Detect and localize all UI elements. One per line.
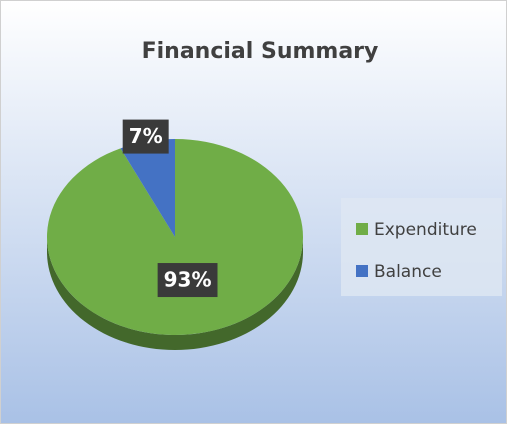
pie-slice — [46, 139, 303, 336]
pie-slice — [120, 139, 175, 237]
chart-title: Financial Summary — [142, 39, 379, 64]
legend-label: Expenditure — [374, 220, 477, 240]
legend-box — [341, 198, 502, 296]
legend-swatch — [356, 223, 368, 235]
legend-swatch — [356, 265, 368, 277]
data-label: 7% — [129, 124, 163, 148]
data-label-box — [157, 263, 218, 298]
data-label: 93% — [164, 268, 212, 292]
legend-label: Balance — [374, 262, 442, 282]
data-label-box — [122, 119, 169, 154]
